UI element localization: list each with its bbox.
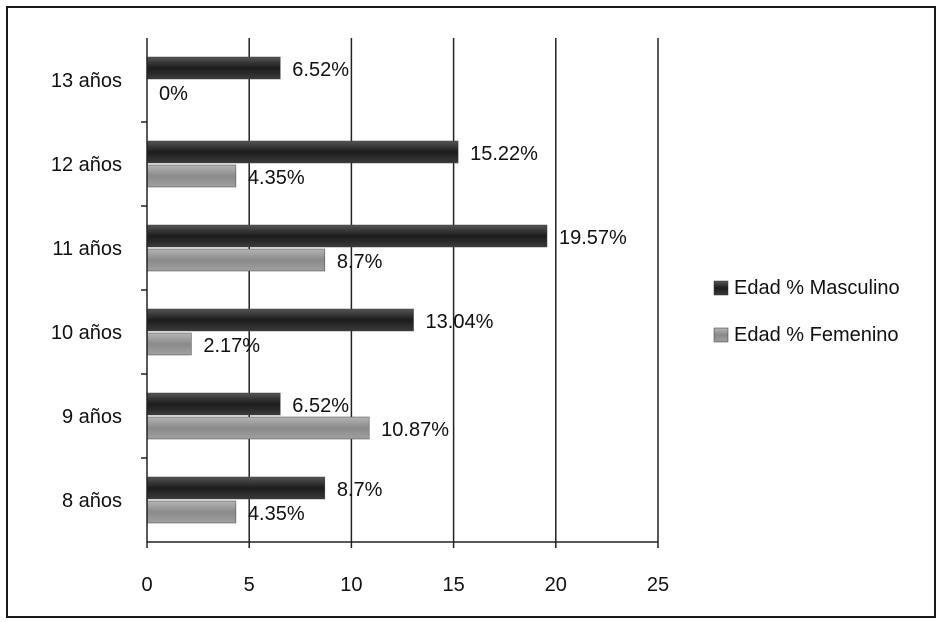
bar-masculino <box>146 224 548 248</box>
bars <box>146 56 548 524</box>
axes <box>141 38 659 548</box>
bar-masculino <box>146 392 281 416</box>
x-tick-label: 15 <box>442 574 464 596</box>
bar-masculino <box>146 476 326 500</box>
bar-femenino <box>146 416 370 440</box>
labels: 0 5 10 15 20 25 13 años 12 años 11 años 10 años 9 … <box>51 59 669 596</box>
gridlines <box>248 38 659 542</box>
category-label: 8 años <box>62 490 122 512</box>
legend: Edad % Masculino Edad % Femenino <box>713 277 900 346</box>
data-label: 6.52% <box>292 395 349 417</box>
x-tick-label: 0 <box>141 574 152 596</box>
x-tick-label: 5 <box>244 574 255 596</box>
data-label: 8.7% <box>337 479 383 501</box>
x-tick-label: 20 <box>545 574 567 596</box>
bar-femenino <box>146 248 326 272</box>
data-label: 4.35% <box>248 503 305 525</box>
legend-swatch <box>713 280 729 296</box>
category-label: 9 años <box>62 406 122 428</box>
bar-femenino <box>146 332 192 356</box>
category-label: 10 años <box>51 322 122 344</box>
bar-femenino <box>146 164 237 188</box>
category-label: 12 años <box>51 154 122 176</box>
data-label: 15.22% <box>470 143 538 165</box>
x-tick-label: 10 <box>340 574 362 596</box>
data-label: 13.04% <box>426 311 494 333</box>
bar-femenino <box>146 500 237 524</box>
x-tick-label: 25 <box>647 574 669 596</box>
data-label: 4.35% <box>248 167 305 189</box>
legend-swatch <box>713 327 729 343</box>
data-label: 8.7% <box>337 251 383 273</box>
category-label: 11 años <box>52 238 122 260</box>
bar-masculino <box>146 56 281 80</box>
bar-masculino <box>146 308 414 332</box>
data-label: 2.17% <box>203 335 260 357</box>
bar-masculino <box>146 140 459 164</box>
legend-label: Edad % Femenino <box>734 324 899 346</box>
data-label: 0% <box>159 83 188 105</box>
legend-label: Edad % Masculino <box>734 277 900 299</box>
data-label: 6.52% <box>292 59 349 81</box>
data-label: 10.87% <box>381 419 449 441</box>
category-label: 13 años <box>51 70 122 92</box>
data-label: 19.57% <box>559 227 627 249</box>
